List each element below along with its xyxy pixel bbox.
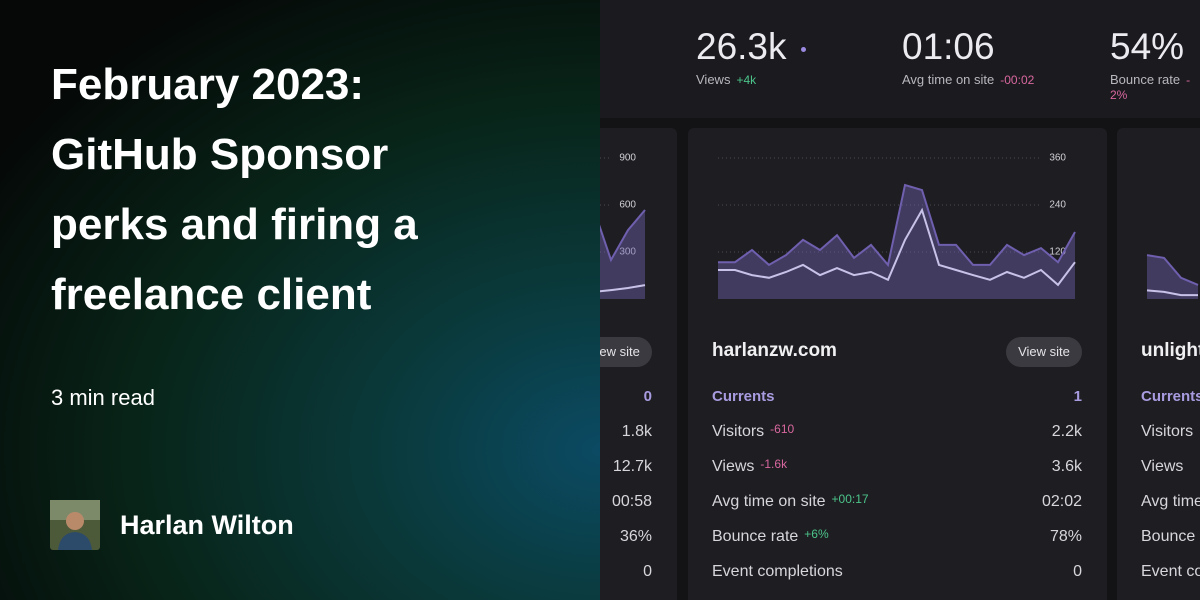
site-name: harlanzw.com bbox=[712, 340, 837, 361]
metric-row: 0 bbox=[600, 388, 652, 408]
metric-value: 0 bbox=[643, 563, 652, 580]
y-tick-label: 600 bbox=[619, 200, 636, 211]
metric-label: Visitors bbox=[712, 423, 765, 440]
stat-label: Bounce rate bbox=[1110, 72, 1181, 87]
metric-label: Bounce rate bbox=[712, 528, 799, 545]
stat-label: Views bbox=[696, 72, 731, 87]
stat-value-row: 01:06 bbox=[902, 26, 1034, 68]
stat-value: 26.3k bbox=[696, 26, 787, 67]
metric-value: 02:02 bbox=[1041, 493, 1082, 510]
metric-row: Event completions bbox=[1141, 563, 1200, 583]
series-area bbox=[718, 185, 1075, 299]
view-site-button[interactable]: View site bbox=[600, 337, 652, 367]
metric-row: Avg time on site +00:17 02:02 bbox=[712, 492, 1082, 513]
metric-label: Avg time on site bbox=[1141, 493, 1200, 510]
summary-bar: 26.3k Views +4k 01:06 Avg time on site -00:02… bbox=[600, 0, 1200, 118]
metric-value: 12.7k bbox=[612, 458, 652, 475]
metric-value: 1.8k bbox=[621, 423, 652, 440]
series-line bbox=[718, 207, 1076, 287]
metric-label: Visitors bbox=[1141, 423, 1194, 440]
metric-change: +00:17 bbox=[831, 492, 869, 506]
metric-row: Visitors bbox=[1141, 423, 1200, 443]
metric-value: 78% bbox=[1049, 528, 1082, 545]
summary-stat: 54% Bounce rate -2% bbox=[1110, 26, 1200, 102]
series-line bbox=[600, 284, 646, 293]
metric-row: Views bbox=[1141, 458, 1200, 478]
metric-value: 36% bbox=[619, 528, 652, 545]
site-card: 300 600 900 View site 0 1.8k 12.7k 00:58 36% 0 bbox=[600, 128, 677, 600]
stat-change: -00:02 bbox=[1000, 73, 1035, 87]
metric-row: Bounce rate bbox=[1141, 528, 1200, 548]
metric-row: 1.8k bbox=[600, 423, 652, 443]
site-card: unlight Currents Visitors Views Avg time on … bbox=[1117, 128, 1200, 600]
metric-value: 1 bbox=[1073, 388, 1082, 405]
stat-label: Avg time on site bbox=[902, 72, 995, 87]
metric-row: Views -1.6k 3.6k bbox=[712, 457, 1082, 478]
metric-label: Event completions bbox=[712, 563, 843, 580]
stat-sub: Avg time on site -00:02 bbox=[902, 72, 1034, 87]
metric-row: 00:58 bbox=[600, 493, 652, 513]
metric-label: Currents bbox=[1141, 388, 1200, 405]
metric-row: Currents bbox=[1141, 388, 1200, 408]
y-tick-label: 300 bbox=[619, 247, 636, 258]
author-name: Harlan Wilton bbox=[120, 510, 294, 540]
y-tick-label: 900 bbox=[619, 153, 636, 164]
metric-label: Currents bbox=[712, 388, 775, 405]
metric-label: Views bbox=[1141, 458, 1184, 475]
series-line bbox=[718, 183, 1076, 268]
metric-row: Visitors -610 2.2k bbox=[712, 422, 1082, 443]
stat-value-row: 26.3k bbox=[696, 26, 806, 68]
series-area bbox=[600, 210, 645, 299]
sparkline-chart bbox=[1146, 254, 1199, 299]
stat-value: 54% bbox=[1110, 26, 1185, 67]
sparkline-chart: 300 600 900 bbox=[600, 153, 646, 299]
series-line bbox=[600, 209, 646, 263]
series-line bbox=[1146, 254, 1199, 286]
metric-value: 0 bbox=[643, 388, 652, 405]
y-tick-label: 120 bbox=[1049, 247, 1066, 258]
stat-sub: Bounce rate -2% bbox=[1110, 72, 1200, 102]
series-area bbox=[1147, 255, 1198, 299]
metric-row: Currents 1 bbox=[712, 388, 1082, 408]
sparkline-chart: 120 240 360 bbox=[718, 153, 1076, 299]
post-panel: February 2023: GitHub Sponsor perks and … bbox=[0, 0, 600, 600]
metric-label: Event completions bbox=[1141, 563, 1200, 580]
dashboard: 26.3k Views +4k 01:06 Avg time on site -00:02… bbox=[600, 0, 1200, 600]
y-tick-label: 240 bbox=[1049, 200, 1066, 211]
metric-row: 36% bbox=[600, 528, 652, 548]
stat-value-row: 54% bbox=[1110, 26, 1200, 68]
metric-label: Views bbox=[712, 458, 755, 475]
stat-sub: Views +4k bbox=[696, 72, 806, 87]
site-name: unlight bbox=[1141, 340, 1200, 361]
y-tick-label: 360 bbox=[1049, 153, 1066, 164]
metric-value: 2.2k bbox=[1051, 423, 1082, 440]
metric-label: Avg time on site bbox=[712, 493, 826, 510]
metric-change: -1.6k bbox=[760, 457, 788, 471]
stat-change: -2% bbox=[1110, 73, 1191, 102]
summary-stat: 26.3k Views +4k bbox=[696, 26, 806, 87]
summary-stat: 01:06 Avg time on site -00:02 bbox=[902, 26, 1034, 87]
metric-change: +6% bbox=[804, 527, 829, 541]
metric-value: 0 bbox=[1073, 563, 1082, 580]
avatar bbox=[50, 500, 100, 550]
metric-value: 3.6k bbox=[1051, 458, 1082, 475]
stat-value: 01:06 bbox=[902, 26, 995, 67]
post-title: February 2023: GitHub Sponsor perks and … bbox=[51, 60, 418, 319]
metric-row: 12.7k bbox=[600, 458, 652, 478]
metric-row: Event completions 0 bbox=[712, 563, 1082, 583]
read-time: 3 min read bbox=[51, 385, 155, 410]
metric-value: 00:58 bbox=[611, 493, 652, 510]
metric-change: -610 bbox=[770, 422, 795, 436]
metric-label: Bounce rate bbox=[1141, 528, 1200, 545]
series-line bbox=[1146, 289, 1198, 297]
live-dot bbox=[800, 46, 806, 52]
metric-row: Avg time on site bbox=[1141, 493, 1200, 513]
metric-row: 0 bbox=[600, 563, 652, 583]
stat-change: +4k bbox=[736, 73, 757, 87]
site-card: 120 240 360 harlanzw.com View site Currents 1 V… bbox=[688, 128, 1107, 600]
metric-row: Bounce rate +6% 78% bbox=[712, 527, 1082, 548]
view-site-button[interactable]: View site bbox=[1006, 337, 1082, 367]
